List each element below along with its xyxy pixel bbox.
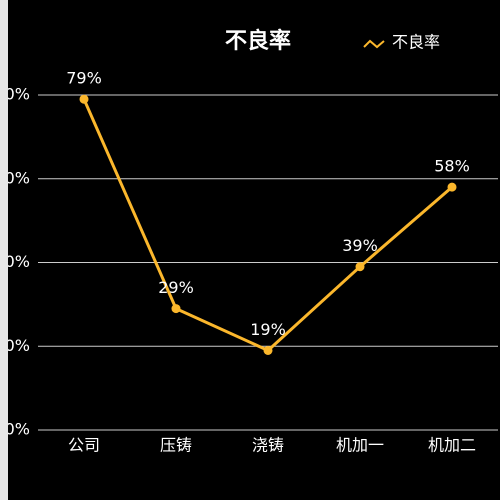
x-tick-label: 机加二 bbox=[428, 436, 476, 455]
point bbox=[171, 304, 181, 314]
data-label: 58% bbox=[434, 157, 470, 176]
data-label: 29% bbox=[158, 278, 194, 297]
x-tick-label: 机加一 bbox=[336, 436, 384, 455]
data-label: 79% bbox=[66, 69, 102, 88]
x-tick-label: 公司 bbox=[68, 436, 100, 455]
data-label: 39% bbox=[342, 236, 378, 255]
point bbox=[79, 94, 89, 104]
point bbox=[447, 182, 457, 192]
point bbox=[355, 262, 365, 272]
y-tick-label: 0% bbox=[5, 420, 30, 439]
x-tick-label: 浇铸 bbox=[252, 436, 284, 455]
left-edge bbox=[0, 0, 8, 500]
legend-label: 不良率 bbox=[392, 33, 440, 52]
legend-icon bbox=[363, 39, 385, 49]
point bbox=[263, 345, 273, 355]
chart-title: 不良率 bbox=[225, 28, 291, 54]
x-tick-label: 压铸 bbox=[160, 436, 192, 455]
data-label: 19% bbox=[250, 320, 286, 339]
